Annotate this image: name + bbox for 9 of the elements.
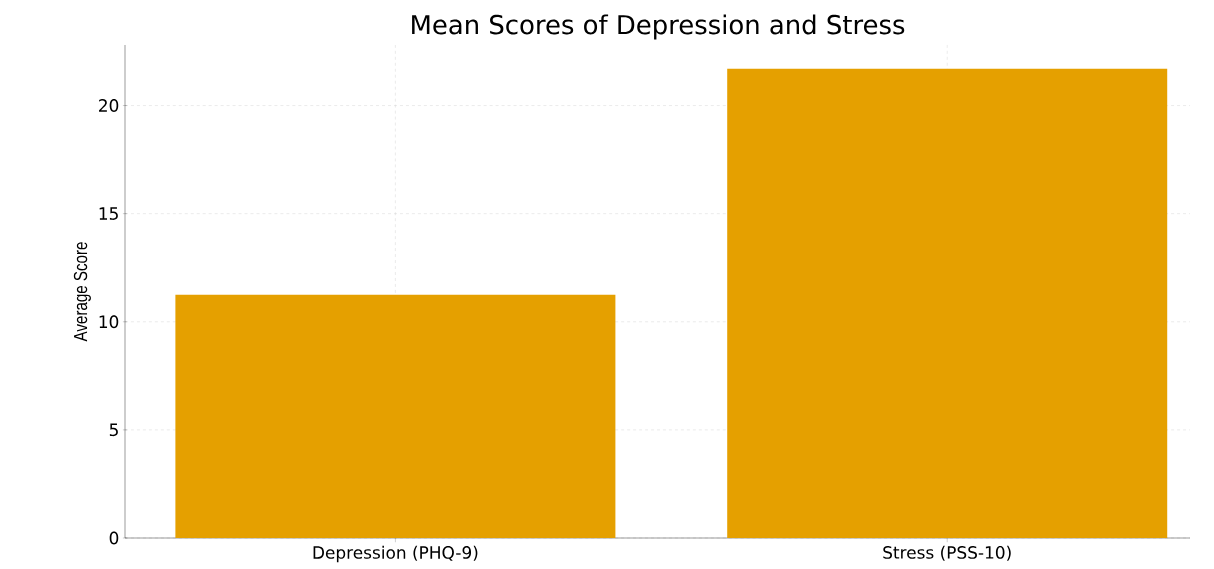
y-tick-label: 15 xyxy=(99,207,118,220)
chart-title: Mean Scores of Depression and Stress xyxy=(412,14,905,40)
y-tick-label: 20 xyxy=(99,99,119,112)
x-tick-label: Stress (PSS-10) xyxy=(883,545,1011,561)
y-tick-label: 0 xyxy=(109,531,119,545)
y-tick-label: 5 xyxy=(109,423,118,437)
y-tick-label: 10 xyxy=(99,315,119,329)
y-axis-title: Average Score xyxy=(73,242,91,342)
x-tick-label: Depression (PHQ-9) xyxy=(313,545,478,563)
